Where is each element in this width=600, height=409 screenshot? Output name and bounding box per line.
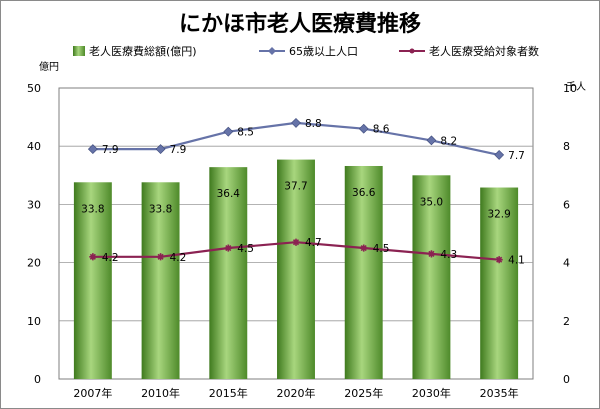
line-data-label: 4.1 [508, 255, 525, 267]
line-data-label: 7.9 [170, 144, 187, 156]
bar-data-label: 35.0 [420, 196, 443, 208]
line-point [87, 144, 98, 155]
x-tick-label: 2020年 [277, 386, 316, 400]
y-right-tick-label: 6 [563, 198, 570, 211]
x-tick-label: 2030年 [412, 386, 451, 400]
line-data-label: 4.7 [305, 237, 322, 249]
bar-data-label: 36.4 [217, 188, 241, 200]
line-data-label: 4.2 [102, 252, 119, 264]
line-data-label: 4.5 [373, 243, 390, 255]
line-data-label: 8.2 [440, 135, 457, 147]
y-right-tick-label: 0 [563, 373, 570, 386]
legend-swatch-bar [73, 46, 85, 56]
x-tick-label: 2025年 [344, 386, 383, 400]
line-data-label: 8.6 [373, 124, 390, 136]
line-point [358, 123, 369, 134]
line-data-label: 4.5 [237, 243, 254, 255]
y-left-tick-label: 20 [27, 257, 41, 270]
bar [344, 165, 383, 379]
bar [73, 182, 112, 379]
line-point-center [497, 257, 502, 262]
legend-swatch-marker [409, 48, 415, 54]
line-data-label: 7.7 [508, 150, 525, 162]
line-data-label: 4.3 [440, 249, 457, 261]
y-left-tick-label: 50 [27, 82, 41, 95]
chart-title: にかほ市老人医療費推移 [179, 11, 421, 37]
legend-label: 65歳以上人口 [289, 45, 358, 58]
y-right-tick-label: 10 [563, 82, 577, 95]
line-point [223, 126, 234, 137]
line-point [291, 117, 301, 128]
legend: 老人医療費総額(億円) 65歳以上人口 老人医療受給対象者数 [73, 44, 539, 58]
line-point-center [226, 246, 231, 251]
bar-data-label: 37.7 [284, 181, 307, 193]
x-tick-label: 2010年 [141, 386, 180, 400]
line-point-center [429, 251, 434, 256]
bar-data-label: 36.6 [352, 187, 376, 199]
line-point [155, 144, 166, 155]
x-tick-label: 2015年 [209, 386, 248, 400]
y-left-unit-label: 億円 [39, 60, 59, 73]
line-data-label: 4.2 [170, 252, 187, 264]
legend-label: 老人医療受給対象者数 [429, 44, 539, 58]
bar [412, 175, 451, 379]
y-right-tick-label: 4 [563, 257, 570, 270]
y-left-tick-label: 10 [27, 315, 41, 328]
line-point-center [158, 254, 163, 259]
legend-label: 老人医療費総額(億円) [89, 44, 197, 58]
line-point [494, 150, 505, 160]
y-right-tick-label: 8 [563, 140, 570, 153]
line-data-label: 8.8 [305, 118, 322, 130]
line-point-center [294, 240, 298, 245]
line-data-label: 7.9 [102, 144, 119, 156]
bar [209, 167, 248, 379]
bar-data-label: 33.8 [149, 203, 172, 215]
x-tick-label: 2035年 [480, 386, 519, 400]
legend-swatch-marker [268, 47, 276, 55]
y-right-tick-label: 2 [563, 315, 570, 328]
bar [277, 159, 315, 379]
line-point [426, 135, 437, 146]
y-left-tick-label: 30 [27, 198, 41, 211]
bar-data-label: 32.9 [487, 209, 510, 221]
x-tick-label: 2007年 [73, 386, 112, 400]
bar-data-label: 33.8 [81, 203, 104, 215]
y-right-unit-label: 千人 [566, 81, 586, 93]
y-left-tick-label: 0 [34, 373, 41, 386]
y-left-tick-label: 40 [27, 140, 41, 153]
line-data-label: 8.5 [237, 127, 254, 139]
bar [480, 187, 519, 379]
line-point-center [361, 246, 366, 251]
bar [141, 182, 180, 379]
line-point-center [90, 254, 95, 259]
